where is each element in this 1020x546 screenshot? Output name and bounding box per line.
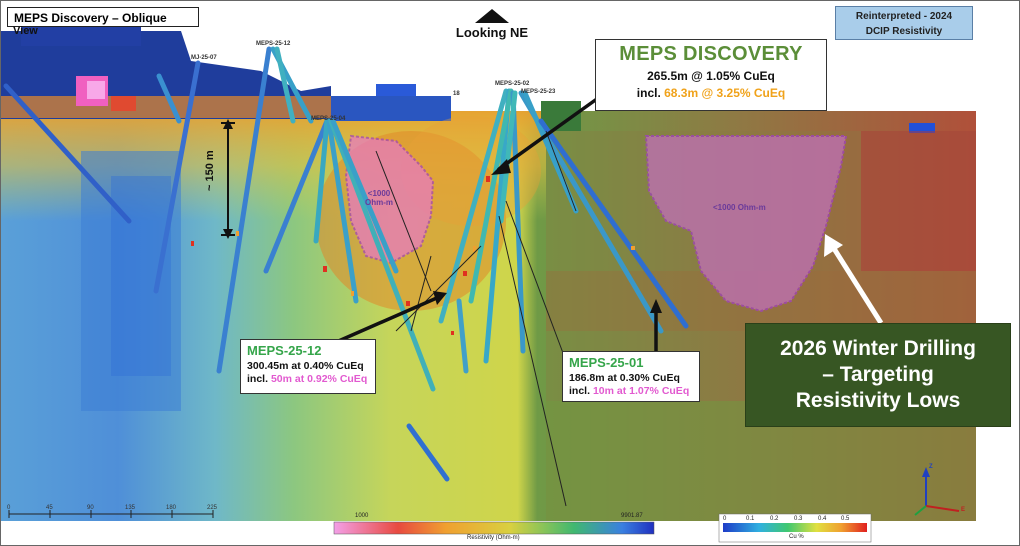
resistivity-bar-title: Resistivity (Ohm-m) — [467, 535, 520, 541]
scale-tick-label: 135 — [125, 505, 136, 511]
resistivity-max-label: 9901.87 — [621, 513, 643, 519]
collar-label: MJ-25-07 — [191, 55, 217, 61]
view-direction: Looking NE — [447, 9, 537, 40]
cu-tick-label: 0.5 — [841, 516, 850, 522]
figure-title-wrap: View — [13, 25, 38, 37]
hole-name: MEPS-25-12 — [247, 343, 322, 358]
axis-z-label: Z — [929, 464, 933, 470]
winter-line3: Resistivity Lows — [795, 389, 961, 412]
scale-tick-label: 90 — [87, 505, 94, 511]
collar-label: MEPS-25-23 — [521, 89, 556, 95]
winter-line1: 2026 Winter Drilling — [780, 337, 976, 360]
hole-callout-meps-25-01: MEPS-25-01 186.8m at 0.30% CuEq incl. 10… — [562, 351, 700, 402]
cu-tick-label: 0 — [723, 516, 727, 522]
incl-prefix: incl. — [569, 385, 593, 397]
cu-tick-label: 0.4 — [818, 516, 827, 522]
reinterpreted-label: Reinterpreted - 2024 DCIP Resistivity — [835, 6, 973, 40]
collar-label: MEPS-25-02 — [495, 81, 530, 87]
scale-tick-label: 0 — [7, 505, 11, 511]
axis-e-label: E — [961, 507, 966, 513]
hole-including: incl. 50m at 0.92% CuEq — [247, 373, 369, 386]
cu-tick-label: 0.3 — [794, 516, 803, 522]
view-direction-label: Looking NE — [455, 25, 529, 40]
winter-drilling-callout: 2026 Winter Drilling – Targeting Resisti… — [745, 323, 1011, 427]
collar-label: 18 — [453, 91, 460, 97]
discovery-intercept: 265.5m @ 1.05% CuEq — [647, 69, 775, 83]
scale-tick-label: 45 — [46, 505, 53, 511]
hole-intercept: 300.45m at 0.40% CuEq — [247, 360, 364, 372]
collar-label: MEPS-25-04 — [311, 116, 346, 122]
res-low-line2: Ohm-m — [365, 198, 393, 207]
scale-tick-label: 225 — [207, 505, 218, 511]
hole-name: MEPS-25-01 — [569, 355, 644, 370]
hole-highlight: 10m at 1.07% CuEq — [592, 385, 690, 397]
discovery-callout: MEPS DISCOVERY 265.5m @ 1.05% CuEq incl.… — [595, 39, 827, 111]
discovery-highlight: 68.3m @ 3.25% CuEq — [664, 86, 786, 100]
collar-label: MEPS-25-12 — [256, 41, 291, 47]
resistivity-low-label: <1000 Ohm-m — [365, 189, 393, 207]
reinterpreted-line2: DCIP Resistivity — [865, 26, 943, 37]
res-low-line1: <1000 — [367, 189, 391, 198]
hole-callout-meps-25-12: MEPS-25-12 300.45m at 0.40% CuEq incl. 5… — [240, 339, 376, 394]
hole-highlight: 50m at 0.92% CuEq — [270, 373, 368, 385]
scale-tick-label: 180 — [166, 505, 177, 511]
incl-prefix: incl. — [247, 373, 271, 385]
discovery-including: incl. 68.3m @ 3.25% CuEq — [596, 86, 826, 100]
resistivity-low-label-right: <1000 Ohm-m — [713, 203, 766, 212]
north-arrow-icon — [475, 9, 509, 23]
discovery-title: MEPS DISCOVERY — [619, 43, 803, 65]
resistivity-min-label: 1000 — [355, 513, 369, 519]
cu-tick-label: 0.2 — [770, 516, 779, 522]
figure-title: MEPS Discovery – Oblique — [7, 7, 199, 27]
incl-prefix: incl. — [636, 86, 665, 100]
winter-line2: – Targeting — [822, 363, 934, 386]
cu-bar-title: Cu % — [789, 534, 804, 540]
cu-tick-label: 0.1 — [746, 516, 755, 522]
reinterpreted-line1: Reinterpreted - 2024 — [855, 11, 953, 22]
hole-including: incl. 10m at 1.07% CuEq — [569, 385, 693, 398]
hole-intercept: 186.8m at 0.30% CuEq — [569, 372, 680, 384]
depth-label: ~ 150 m — [204, 150, 216, 191]
